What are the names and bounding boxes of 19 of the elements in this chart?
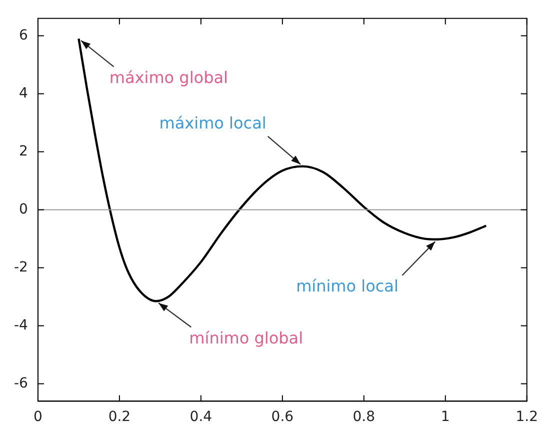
x-tick-label: 0.6 xyxy=(271,409,294,426)
y-tick-label: 4 xyxy=(19,85,28,102)
x-tick-label: 0 xyxy=(34,409,42,426)
x-tick-label: 1 xyxy=(440,409,450,426)
y-tick-label: -4 xyxy=(14,317,28,334)
x-tick-label: 1.2 xyxy=(516,409,538,426)
x-tick-label: 0.4 xyxy=(190,409,212,426)
annotation: máximo local xyxy=(159,113,266,132)
y-tick-label: 6 xyxy=(19,27,28,44)
y-tick-label: -6 xyxy=(14,375,28,392)
annotation: mínimo local xyxy=(296,276,398,296)
y-tick-label: -2 xyxy=(14,259,28,276)
y-tick-label: 0 xyxy=(19,201,28,218)
annotation: máximo global xyxy=(109,68,228,87)
x-tick-label: 0.2 xyxy=(108,409,131,426)
x-tick-label: 0.8 xyxy=(352,409,376,426)
line-series xyxy=(78,38,488,302)
y-tick-label: 2 xyxy=(19,143,28,160)
annotation: mínimo global xyxy=(189,328,304,348)
